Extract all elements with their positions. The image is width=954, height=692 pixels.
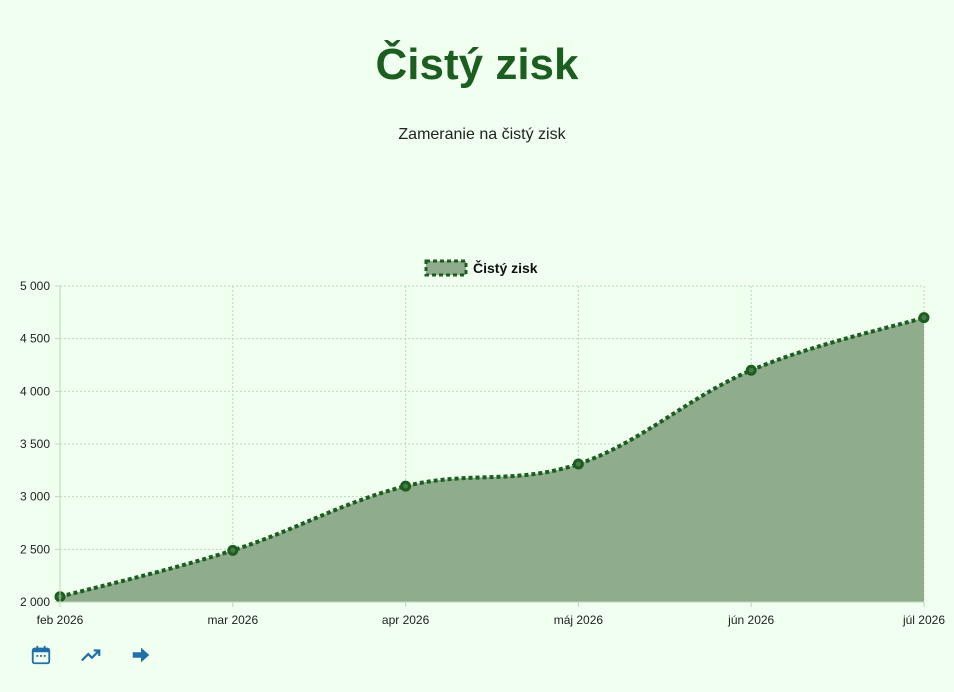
y-tick-label: 4 500 xyxy=(20,332,50,346)
y-tick-label: 3 000 xyxy=(20,490,50,504)
toolbar xyxy=(28,642,154,668)
series-line xyxy=(59,315,925,599)
data-point[interactable] xyxy=(572,458,584,470)
y-axis: 2 000 2 500 3 000 3 500 4 000 4 500 5 000 xyxy=(20,279,61,609)
chart-legend[interactable]: Čistý zisk xyxy=(424,259,538,277)
next-button[interactable] xyxy=(128,642,154,668)
y-tick-label: 4 000 xyxy=(20,384,50,398)
x-tick-label: júl 2026 xyxy=(902,613,945,627)
data-point[interactable] xyxy=(918,312,930,324)
data-point[interactable] xyxy=(745,364,757,376)
y-tick-label: 3 500 xyxy=(20,437,50,451)
calendar-button[interactable] xyxy=(28,642,54,668)
calendar-icon xyxy=(31,645,51,665)
x-axis: feb 2026 mar 2026 apr 2026 máj 2026 jún 2026… xyxy=(37,601,945,627)
y-tick-label: 5 000 xyxy=(20,279,50,293)
page-title: Čistý zisk xyxy=(375,40,579,89)
x-tick-label: máj 2026 xyxy=(554,613,604,627)
x-tick-label: apr 2026 xyxy=(382,613,430,627)
trend-button[interactable] xyxy=(78,642,104,668)
x-tick-label: jún 2026 xyxy=(727,613,774,627)
x-tick-label: mar 2026 xyxy=(207,613,258,627)
arrow-right-icon xyxy=(132,647,150,663)
legend-label: Čistý zisk xyxy=(473,259,538,276)
y-tick-label: 2 500 xyxy=(20,542,50,556)
page-subtitle: Zameranie na čistý zisk xyxy=(398,126,566,143)
legend-swatch xyxy=(424,259,468,277)
area-fill xyxy=(60,317,924,602)
data-point[interactable] xyxy=(227,544,239,556)
y-tick-label: 2 000 xyxy=(20,595,50,609)
net-profit-chart: 2 000 2 500 3 000 3 500 4 000 4 500 5 000 feb … xyxy=(20,259,945,627)
data-point[interactable] xyxy=(400,480,412,492)
x-tick-label: feb 2026 xyxy=(37,613,84,627)
trend-up-icon xyxy=(81,649,101,662)
